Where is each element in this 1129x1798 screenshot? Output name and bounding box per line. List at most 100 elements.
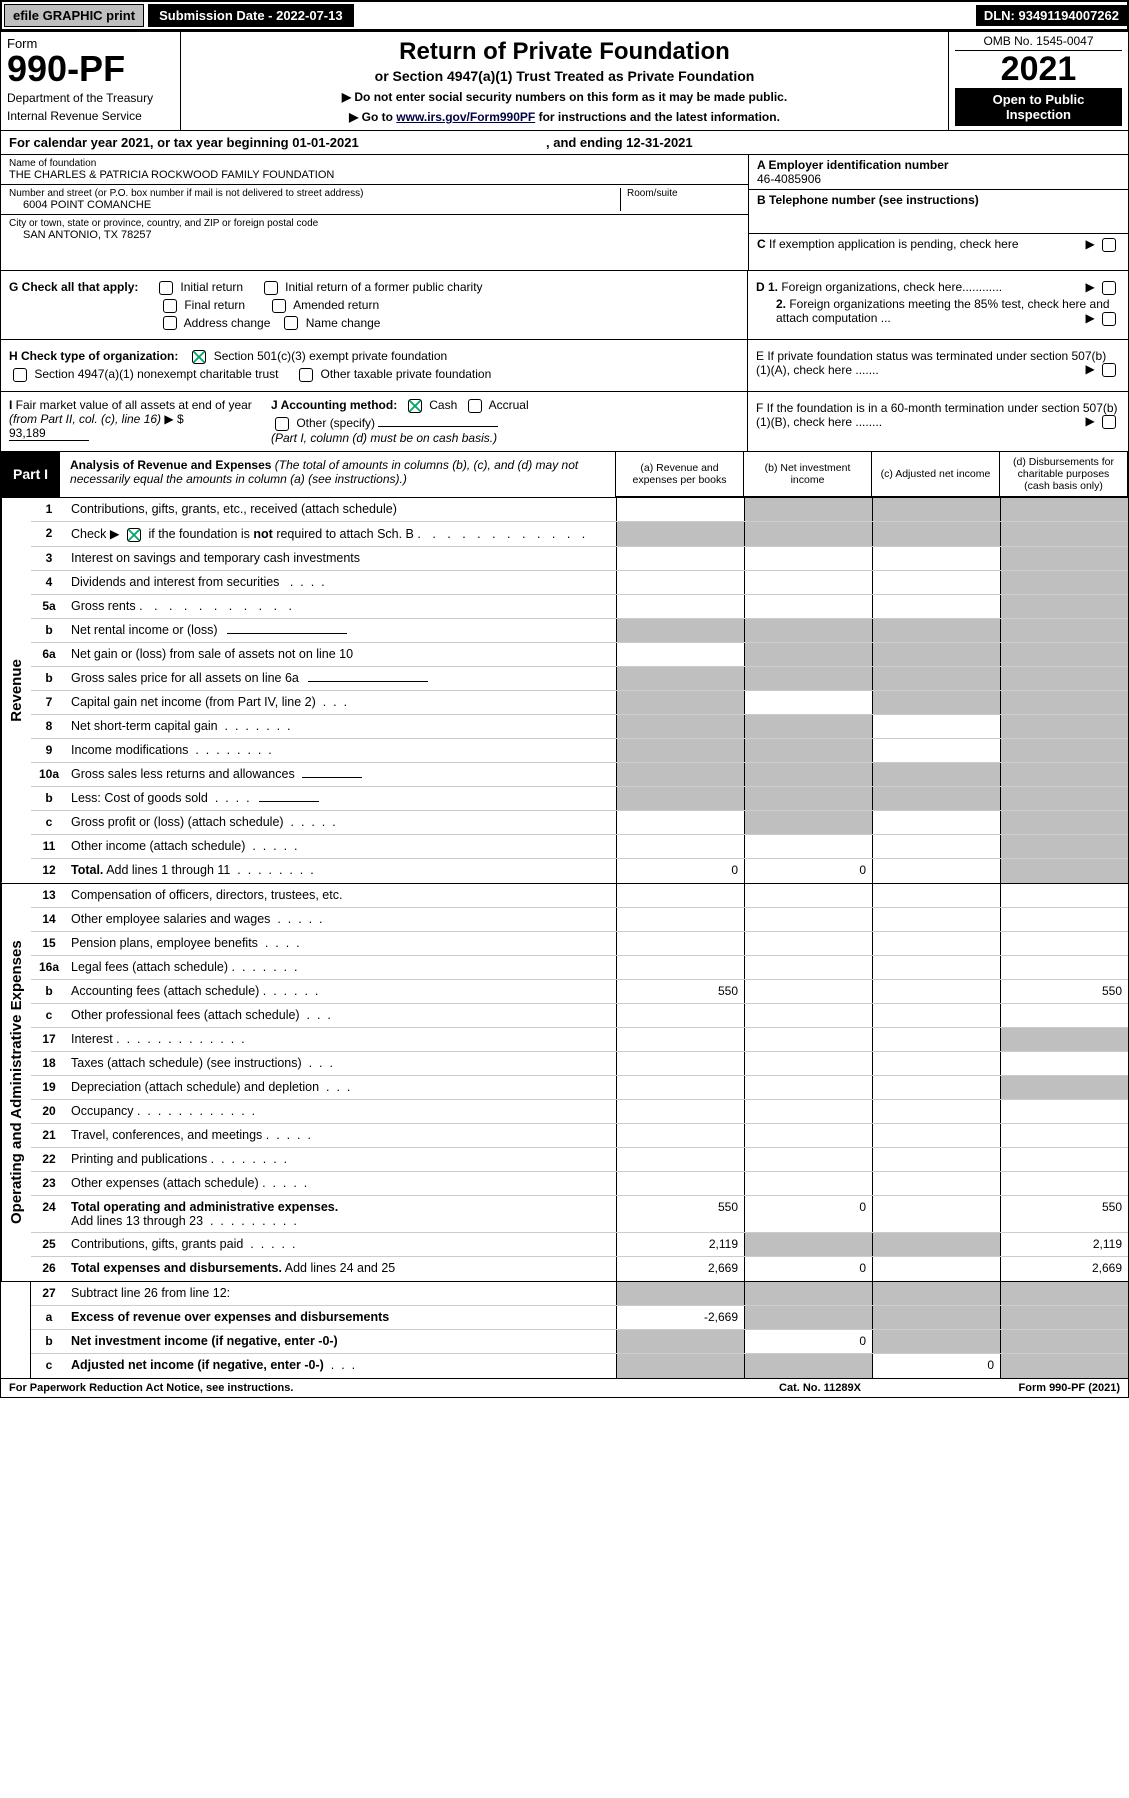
checkbox-initial-public[interactable] <box>264 281 278 295</box>
line-11: Other income (attach schedule) . . . . . <box>67 835 616 858</box>
checkbox-accrual[interactable] <box>468 399 482 413</box>
checkbox-c[interactable] <box>1102 238 1116 252</box>
form-link[interactable]: www.irs.gov/Form990PF <box>396 110 535 124</box>
opt-initial-public: Initial return of a former public charit… <box>285 280 482 294</box>
line-16c: Other professional fees (attach schedule… <box>67 1004 616 1027</box>
val-24b: 0 <box>744 1196 872 1232</box>
line-27c: Adjusted net income (if negative, enter … <box>67 1354 616 1378</box>
line-10b: Less: Cost of goods sold . . . . <box>67 787 616 810</box>
line-8: Net short-term capital gain . . . . . . … <box>67 715 616 738</box>
note-2: ▶ Go to www.irs.gov/Form990PF for instru… <box>193 110 936 124</box>
line-5a: Gross rents . . . . . . . . . . . <box>67 595 616 618</box>
val-12a: 0 <box>616 859 744 883</box>
line-27a: Excess of revenue over expenses and disb… <box>67 1306 616 1329</box>
name-label: Name of foundation <box>9 158 740 169</box>
line-24: Total operating and administrative expen… <box>67 1196 616 1232</box>
foundation-name: THE CHARLES & PATRICIA ROCKWOOD FAMILY F… <box>9 169 740 181</box>
ein-value: 46-4085906 <box>757 172 1120 186</box>
line-21: Travel, conferences, and meetings . . . … <box>67 1124 616 1147</box>
checkbox-f[interactable] <box>1102 415 1116 429</box>
checkbox-d1[interactable] <box>1102 281 1116 295</box>
room-label: Room/suite <box>627 188 740 199</box>
address-label: Number and street (or P.O. box number if… <box>9 188 620 199</box>
opt-initial-return: Initial return <box>180 280 243 294</box>
expenses-section: Operating and Administrative Expenses 13… <box>0 884 1129 1282</box>
line-12: Total. Add lines 1 through 11 . . . . . … <box>67 859 616 883</box>
line-18: Taxes (attach schedule) (see instruction… <box>67 1052 616 1075</box>
dept-label: Department of the Treasury <box>7 91 174 105</box>
section-c-label: C If exemption application is pending, c… <box>757 237 1019 251</box>
checkbox-amended[interactable] <box>272 299 286 313</box>
fmv-value: 93,189 <box>9 426 89 441</box>
checkbox-501c3[interactable] <box>192 350 206 364</box>
checkbox-schb[interactable] <box>127 528 141 542</box>
part1-label: Part I <box>1 452 60 497</box>
footer-right: Form 990-PF (2021) <box>920 1382 1120 1394</box>
checkbox-e[interactable] <box>1102 363 1116 377</box>
h-label: H Check type of organization: <box>9 349 178 363</box>
checkbox-final-return[interactable] <box>163 299 177 313</box>
part1-title: Analysis of Revenue and Expenses <box>70 458 271 472</box>
opt-amended: Amended return <box>293 298 379 312</box>
checks-block-h: H Check type of organization: Section 50… <box>0 340 1129 392</box>
footer-left: For Paperwork Reduction Act Notice, see … <box>9 1382 720 1394</box>
g-label: G Check all that apply: <box>9 280 138 294</box>
line-4: Dividends and interest from securities .… <box>67 571 616 594</box>
line-7: Capital gain net income (from Part IV, l… <box>67 691 616 714</box>
checkbox-initial-return[interactable] <box>159 281 173 295</box>
val-25a: 2,119 <box>616 1233 744 1256</box>
note-1: ▶ Do not enter social security numbers o… <box>193 90 936 104</box>
line-26: Total expenses and disbursements. Add li… <box>67 1257 616 1281</box>
val-27b: 0 <box>744 1330 872 1353</box>
line-6a: Net gain or (loss) from sale of assets n… <box>67 643 616 666</box>
opt-other: Other (specify) <box>296 416 375 430</box>
ein-label: A Employer identification number <box>757 158 949 172</box>
val-27a: -2,669 <box>616 1306 744 1329</box>
checkbox-other-method[interactable] <box>275 417 289 431</box>
efile-button[interactable]: efile GRAPHIC print <box>4 4 144 27</box>
revenue-rotated-label: Revenue <box>1 498 31 883</box>
opt-accrual: Accrual <box>489 398 529 412</box>
line-15: Pension plans, employee benefits . . . . <box>67 932 616 955</box>
line-22: Printing and publications . . . . . . . … <box>67 1148 616 1171</box>
telephone-label: B Telephone number (see instructions) <box>757 193 979 207</box>
j-label: J Accounting method: <box>271 398 397 412</box>
line-10c: Gross profit or (loss) (attach schedule)… <box>67 811 616 834</box>
val-24d: 550 <box>1000 1196 1128 1232</box>
city-value: SAN ANTONIO, TX 78257 <box>9 229 740 241</box>
val-16bd: 550 <box>1000 980 1128 1003</box>
checkbox-address-change[interactable] <box>163 316 177 330</box>
form-header: Form 990-PF Department of the Treasury I… <box>0 31 1129 131</box>
column-headers: (a) Revenue and expenses per books (b) N… <box>615 452 1128 497</box>
line-10a: Gross sales less returns and allowances <box>67 763 616 786</box>
checkbox-other-taxable[interactable] <box>299 368 313 382</box>
part1-header: Part I Analysis of Revenue and Expenses … <box>0 452 1129 498</box>
footer-mid: Cat. No. 11289X <box>720 1382 920 1394</box>
omb-number: OMB No. 1545-0047 <box>955 34 1122 51</box>
line-25: Contributions, gifts, grants paid . . . … <box>67 1233 616 1256</box>
checkbox-cash[interactable] <box>408 399 422 413</box>
line-20: Occupancy . . . . . . . . . . . . <box>67 1100 616 1123</box>
opt-other-taxable: Other taxable private foundation <box>321 367 492 381</box>
line-16a: Legal fees (attach schedule) . . . . . .… <box>67 956 616 979</box>
line-9: Income modifications . . . . . . . . <box>67 739 616 762</box>
col-a-header: (a) Revenue and expenses per books <box>616 452 744 497</box>
val-26b: 0 <box>744 1257 872 1281</box>
j-note: (Part I, column (d) must be on cash basi… <box>271 431 739 445</box>
revenue-section: Revenue 1Contributions, gifts, grants, e… <box>0 498 1129 884</box>
e-line: E If private foundation status was termi… <box>756 349 1120 377</box>
opt-501c3: Section 501(c)(3) exempt private foundat… <box>214 349 447 363</box>
line-23: Other expenses (attach schedule) . . . .… <box>67 1172 616 1195</box>
city-label: City or town, state or province, country… <box>9 218 740 229</box>
d1-line: D 1. Foreign organizations, check here..… <box>756 280 1120 294</box>
line-17: Interest . . . . . . . . . . . . . <box>67 1028 616 1051</box>
form-number: 990-PF <box>7 51 174 87</box>
line-19: Depreciation (attach schedule) and deple… <box>67 1076 616 1099</box>
checkbox-4947[interactable] <box>13 368 27 382</box>
form-title: Return of Private Foundation <box>193 38 936 66</box>
checkbox-name-change[interactable] <box>284 316 298 330</box>
line-16b: Accounting fees (attach schedule) . . . … <box>67 980 616 1003</box>
checkbox-d2[interactable] <box>1102 312 1116 326</box>
line-3: Interest on savings and temporary cash i… <box>67 547 616 570</box>
val-16ba: 550 <box>616 980 744 1003</box>
